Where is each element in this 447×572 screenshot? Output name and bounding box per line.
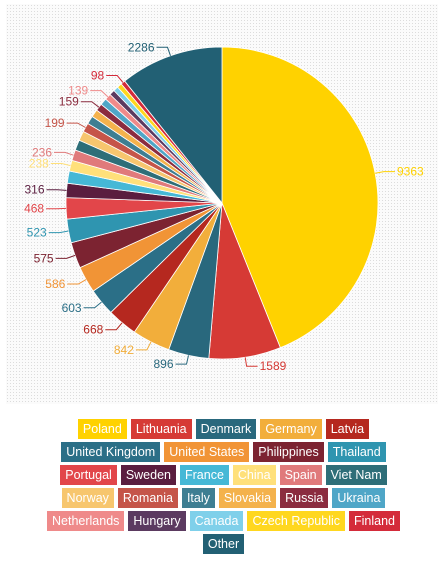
data-label-china: 238 <box>29 157 49 171</box>
legend-item-united-kingdom[interactable]: United Kingdom <box>61 442 161 462</box>
legend-item-netherlands[interactable]: Netherlands <box>47 511 125 531</box>
label-leader-line <box>46 189 67 191</box>
legend: Poland Lithuania Denmark Germany Latvia Unite… <box>0 419 447 557</box>
legend-item-germany[interactable]: Germany <box>260 419 322 439</box>
label-leader-line <box>80 101 100 108</box>
legend-item-france[interactable]: France <box>180 465 229 485</box>
data-label-portugal: 468 <box>24 202 44 216</box>
legend-item-other[interactable]: Other <box>202 534 245 554</box>
data-label-sweden: 316 <box>24 183 44 197</box>
label-leader-line <box>375 171 395 174</box>
legend-item-sweden[interactable]: Sweden <box>120 465 176 485</box>
legend-item-slovakia[interactable]: Slovakia <box>218 488 277 508</box>
data-label-other: 2286 <box>128 40 155 54</box>
data-label-thailand: 523 <box>27 226 47 240</box>
label-leader-line <box>50 163 71 167</box>
label-leader-line <box>156 46 171 56</box>
label-leader-line <box>135 341 152 351</box>
label-leader-line <box>106 75 124 83</box>
legend-item-russia[interactable]: Russia <box>280 488 329 508</box>
legend-item-czech-republic[interactable]: Czech Republic <box>247 511 345 531</box>
data-label-philippines: 575 <box>34 251 54 265</box>
legend-row: United Kingdom United States Philippines Th… <box>0 442 447 462</box>
legend-item-romania[interactable]: Romania <box>117 488 178 508</box>
data-label-latvia: 668 <box>83 323 103 337</box>
data-label-germany: 842 <box>114 343 134 357</box>
legend-item-spain[interactable]: Spain <box>279 465 322 485</box>
legend-item-denmark[interactable]: Denmark <box>195 419 257 439</box>
legend-item-united-states[interactable]: United States <box>164 442 250 462</box>
legend-item-latvia[interactable]: Latvia <box>325 419 370 439</box>
label-leader-line <box>83 301 102 309</box>
data-label-lithuania: 1589 <box>260 359 287 373</box>
data-label-united-states: 586 <box>45 277 65 291</box>
legend-row: Portugal Sweden France China Spain Viet Nam <box>0 465 447 485</box>
legend-item-canada[interactable]: Canada <box>189 511 244 531</box>
pie-slice-other <box>124 46 223 205</box>
data-label-russia: 159 <box>59 95 79 109</box>
data-label-romania: 199 <box>45 116 65 130</box>
data-label-netherlands: 139 <box>68 84 88 98</box>
label-leader-line <box>244 357 258 367</box>
data-label-poland: 9363 <box>397 165 424 179</box>
legend-item-finland[interactable]: Finland <box>349 511 400 531</box>
label-leader-line <box>54 151 74 156</box>
legend-item-china[interactable]: China <box>232 465 276 485</box>
legend-item-lithuania[interactable]: Lithuania <box>130 419 192 439</box>
legend-item-hungary[interactable]: Hungary <box>128 511 186 531</box>
legend-item-italy[interactable]: Italy <box>181 488 215 508</box>
label-leader-line <box>48 230 69 234</box>
legend-item-viet-nam[interactable]: Viet Nam <box>325 465 387 485</box>
legend-item-norway[interactable]: Norway <box>61 488 114 508</box>
data-label-united-kingdom: 603 <box>62 301 82 315</box>
legend-row: Netherlands Hungary Canada Czech Republic Fi… <box>0 511 447 531</box>
legend-item-philippines[interactable]: Philippines <box>253 442 324 462</box>
label-leader-line <box>66 122 86 128</box>
legend-item-poland[interactable]: Poland <box>77 419 127 439</box>
legend-row: Norway Romania Italy Slovakia Russia Ukraina <box>0 488 447 508</box>
label-leader-line <box>55 254 76 259</box>
legend-row: Other <box>0 534 447 554</box>
legend-item-ukraina[interactable]: Ukraina <box>332 488 386 508</box>
label-leader-line <box>175 355 189 365</box>
label-leader-line <box>67 279 87 285</box>
data-label-spain: 236 <box>32 145 52 159</box>
data-label-denmark: 896 <box>153 357 173 371</box>
label-leader-line <box>90 90 109 98</box>
legend-item-portugal[interactable]: Portugal <box>60 465 117 485</box>
legend-row: Poland Lithuania Denmark Germany Latvia <box>0 419 447 439</box>
data-label-finland: 98 <box>91 69 105 83</box>
legend-item-thailand[interactable]: Thailand <box>327 442 386 462</box>
label-leader-line <box>105 322 123 331</box>
slices-layer <box>65 46 379 360</box>
